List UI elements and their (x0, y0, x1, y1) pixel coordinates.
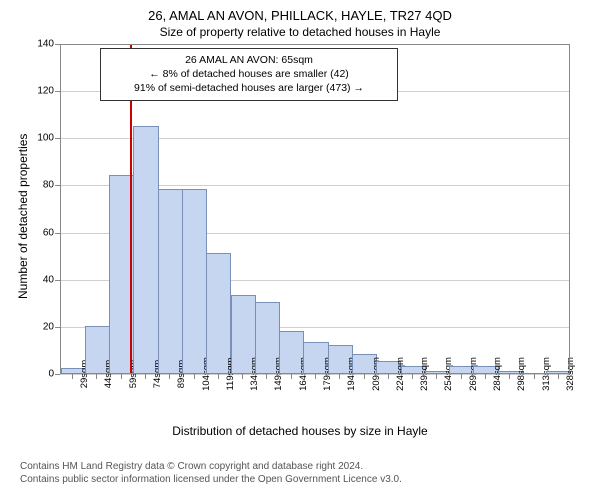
annotation-box: 26 AMAL AN AVON: 65sqm ← 8% of detached … (100, 48, 398, 101)
y-tick-label: 0 (48, 369, 60, 380)
x-tick-label: 298sqm (512, 357, 527, 391)
axis-border (60, 373, 570, 374)
y-tick-label: 80 (43, 180, 60, 191)
x-tick (534, 374, 535, 379)
x-tick (266, 374, 267, 379)
footer-attribution: Contains HM Land Registry data © Crown c… (20, 460, 402, 486)
x-tick-label: 313sqm (537, 357, 552, 391)
axis-border (569, 44, 570, 374)
footer-line2: Contains public sector information licen… (20, 473, 402, 486)
x-tick (388, 374, 389, 379)
y-tick-label: 40 (43, 274, 60, 285)
x-axis-label: Distribution of detached houses by size … (0, 424, 600, 438)
y-tick-label: 60 (43, 227, 60, 238)
x-tick (121, 374, 122, 379)
x-tick (315, 374, 316, 379)
chart-subtitle: Size of property relative to detached ho… (0, 23, 600, 39)
axis-border (60, 44, 61, 374)
histogram-bar (133, 126, 158, 375)
annotation-line3: 91% of semi-detached houses are larger (… (109, 81, 389, 95)
x-tick (485, 374, 486, 379)
axis-border (60, 44, 570, 45)
x-tick (558, 374, 559, 379)
chart-title: 26, AMAL AN AVON, PHILLACK, HAYLE, TR27 … (0, 0, 600, 23)
x-tick (169, 374, 170, 379)
annotation-line1: 26 AMAL AN AVON: 65sqm (109, 53, 389, 67)
x-tick (96, 374, 97, 379)
footer-line1: Contains HM Land Registry data © Crown c… (20, 460, 402, 473)
x-tick (509, 374, 510, 379)
x-tick (364, 374, 365, 379)
x-tick (194, 374, 195, 379)
x-tick-label: 269sqm (464, 357, 479, 391)
y-tick-label: 100 (37, 133, 60, 144)
histogram-bar (206, 253, 231, 374)
y-tick-label: 140 (37, 39, 60, 50)
histogram-bar (182, 189, 207, 374)
x-tick (339, 374, 340, 379)
x-tick-label: 254sqm (439, 357, 454, 391)
x-tick-label: 224sqm (391, 357, 406, 391)
x-tick (436, 374, 437, 379)
x-tick (291, 374, 292, 379)
x-tick (218, 374, 219, 379)
x-tick (242, 374, 243, 379)
x-tick (145, 374, 146, 379)
histogram-bar (158, 189, 183, 374)
x-tick (412, 374, 413, 379)
x-tick (461, 374, 462, 379)
x-tick-label: 284sqm (488, 357, 503, 391)
annotation-line2: ← 8% of detached houses are smaller (42) (109, 67, 389, 81)
y-axis-label: Number of detached properties (16, 134, 30, 299)
x-tick-label: 239sqm (415, 357, 430, 391)
chart-container: 26, AMAL AN AVON, PHILLACK, HAYLE, TR27 … (0, 0, 600, 500)
y-tick-label: 120 (37, 86, 60, 97)
y-tick-label: 20 (43, 321, 60, 332)
x-tick (72, 374, 73, 379)
